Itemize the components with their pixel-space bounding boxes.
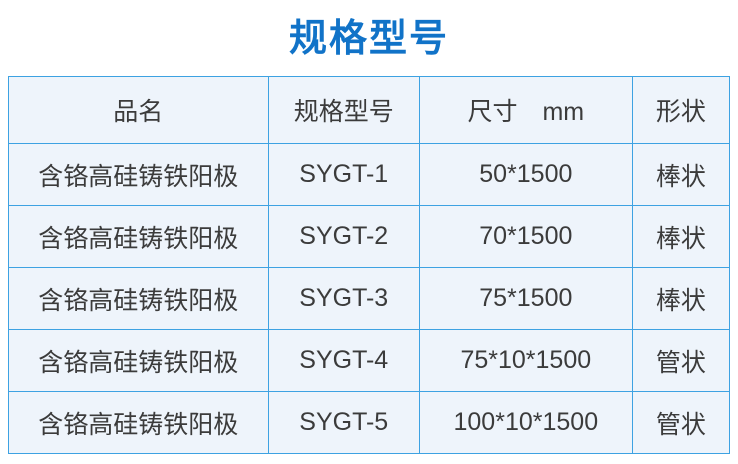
table-row: 含铬高硅铸铁阳极 SYGT-5 100*10*1500 管状 [8, 391, 731, 454]
cell-spec-model: SYGT-4 [267, 329, 420, 392]
cell-size: 70*1500 [418, 205, 633, 268]
table-row: 含铬高硅铸铁阳极 SYGT-1 50*1500 棒状 [8, 143, 731, 206]
cell-product-name: 含铬高硅铸铁阳极 [8, 329, 269, 392]
column-header-product-name: 品名 [8, 76, 269, 144]
table-row: 含铬高硅铸铁阳极 SYGT-2 70*1500 棒状 [8, 205, 731, 268]
cell-product-name: 含铬高硅铸铁阳极 [8, 391, 269, 454]
cell-size: 50*1500 [418, 143, 633, 206]
table-row: 含铬高硅铸铁阳极 SYGT-4 75*10*1500 管状 [8, 329, 731, 392]
cell-shape: 棒状 [631, 143, 731, 206]
column-header-spec-model: 规格型号 [267, 76, 420, 144]
cell-size: 75*10*1500 [418, 329, 633, 392]
cell-size: 100*10*1500 [418, 391, 633, 454]
spec-table-body: 含铬高硅铸铁阳极 SYGT-1 50*1500 棒状 含铬高硅铸铁阳极 SYGT… [8, 143, 731, 454]
cell-shape: 管状 [631, 329, 731, 392]
cell-spec-model: SYGT-2 [267, 205, 420, 268]
column-header-shape: 形状 [631, 76, 731, 144]
cell-product-name: 含铬高硅铸铁阳极 [8, 267, 269, 330]
page-title: 规格型号 [288, 18, 449, 60]
spec-table-header: 品名 规格型号 尺寸 mm 形状 [8, 76, 731, 144]
cell-shape: 棒状 [631, 205, 731, 268]
table-row: 含铬高硅铸铁阳极 SYGT-3 75*1500 棒状 [8, 267, 731, 330]
cell-spec-model: SYGT-1 [267, 143, 420, 206]
cell-size: 75*1500 [418, 267, 633, 330]
cell-spec-model: SYGT-5 [267, 391, 420, 454]
cell-product-name: 含铬高硅铸铁阳极 [8, 205, 269, 268]
header-row: 品名 规格型号 尺寸 mm 形状 [8, 76, 731, 144]
column-header-size-mm: 尺寸 mm [418, 76, 633, 144]
cell-spec-model: SYGT-3 [267, 267, 420, 330]
cell-product-name: 含铬高硅铸铁阳极 [8, 143, 269, 206]
title-bar: 规格型号 [0, 0, 738, 76]
cell-shape: 管状 [631, 391, 731, 454]
cell-shape: 棒状 [631, 267, 731, 330]
spec-table: 品名 规格型号 尺寸 mm 形状 含铬高硅铸铁阳极 SYGT-1 50*1500… [8, 76, 731, 454]
